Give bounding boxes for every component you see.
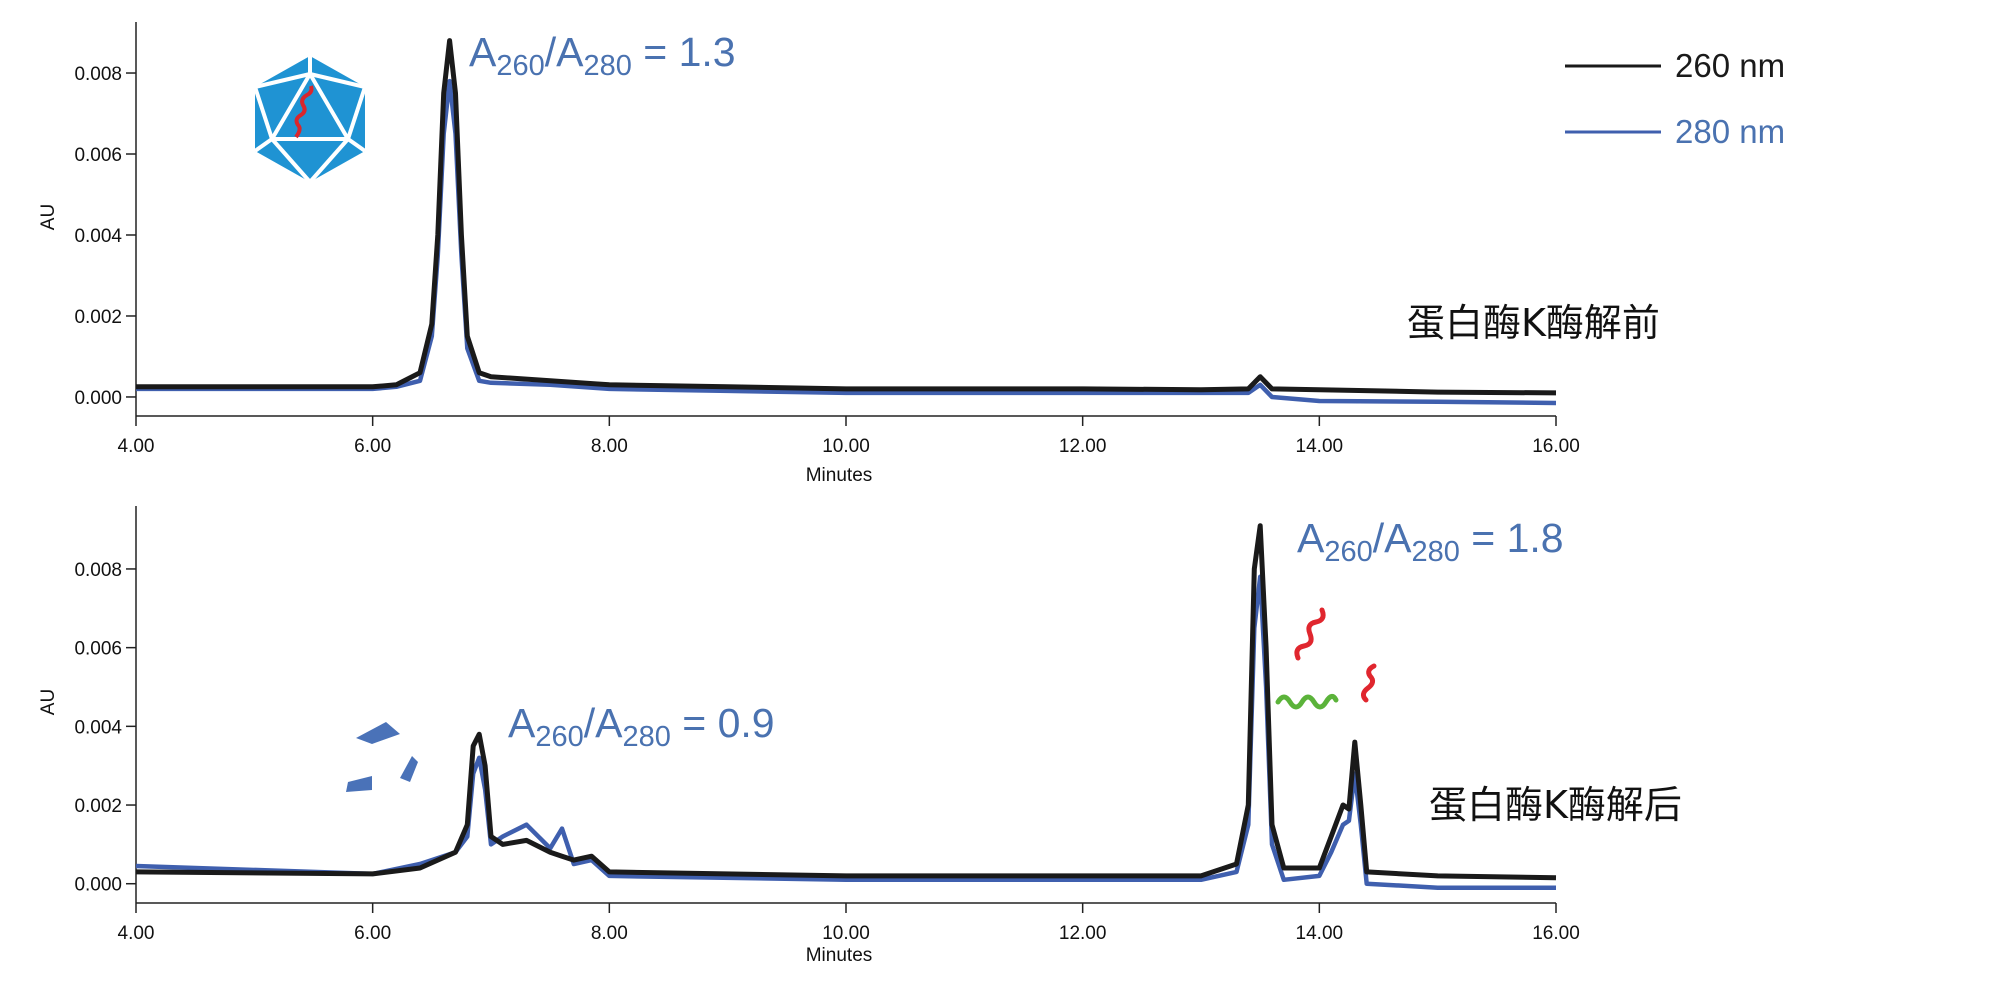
virus-icon bbox=[253, 56, 367, 184]
capsid-fragments bbox=[346, 722, 418, 792]
legend-label: 280 nm bbox=[1675, 113, 1785, 150]
ratio-part: 280 bbox=[584, 50, 632, 82]
y-axis-label: AU bbox=[38, 689, 59, 715]
ratio-part: A bbox=[1297, 515, 1325, 561]
x-tick-label: 8.00 bbox=[591, 923, 628, 944]
y-tick-label: 0.004 bbox=[74, 226, 122, 247]
ratio-part: 260 bbox=[496, 50, 544, 82]
x-tick-label: 4.00 bbox=[118, 923, 155, 944]
y-tick-label: 0.000 bbox=[74, 388, 122, 409]
chart: 0.000 0.002 0.004 0.006 0.008 4.00 6.00 8.00 10.… bbox=[74, 22, 1785, 457]
note: 蛋白酶K酶解后 bbox=[1429, 783, 1682, 827]
ratio-annotation: A260/A280 = 0.9 bbox=[508, 700, 775, 753]
y-tick-label: 0.006 bbox=[74, 145, 122, 166]
ratio-annotation: A260/A280 = 1.8 bbox=[1297, 515, 1564, 568]
legend-label: 260 nm bbox=[1675, 47, 1785, 84]
x-axis-label: Minutes bbox=[806, 465, 873, 486]
note: 蛋白酶K酶解前 bbox=[1407, 301, 1660, 345]
y-tick-label: 0.004 bbox=[74, 717, 122, 738]
x-tick-label: 12.00 bbox=[1059, 923, 1107, 944]
ratio-part: /A bbox=[584, 700, 623, 746]
ratio-part: 280 bbox=[1412, 536, 1460, 568]
data-line bbox=[135, 523, 1557, 881]
x-tick-label: 6.00 bbox=[354, 436, 391, 457]
ratio-part: /A bbox=[545, 29, 584, 75]
ratio-annotation: A260/A280 = 1.3 bbox=[469, 29, 736, 82]
ratio-part: A bbox=[469, 29, 497, 75]
ratio-part: A bbox=[508, 700, 536, 746]
x-tick-label: 14.00 bbox=[1296, 923, 1344, 944]
y-tick-label: 0.008 bbox=[74, 64, 122, 85]
y-tick-label: 0.002 bbox=[74, 307, 122, 328]
x-tick-label: 12.00 bbox=[1059, 436, 1107, 457]
y-tick-label: 0.008 bbox=[74, 560, 122, 581]
ratio-part: = 1.8 bbox=[1460, 515, 1564, 561]
chart: 0.000 0.002 0.004 0.006 0.008 4.00 6.00 8.00 10.… bbox=[74, 506, 1580, 944]
y-tick-label: 0.006 bbox=[74, 639, 122, 660]
ratio-part: 260 bbox=[535, 721, 583, 753]
ratio-part: 280 bbox=[623, 721, 671, 753]
x-tick-label: 16.00 bbox=[1532, 436, 1580, 457]
data-line bbox=[135, 574, 1556, 890]
x-axis-label: Minutes bbox=[806, 945, 873, 966]
x-tick-label: 14.00 bbox=[1296, 436, 1344, 457]
x-tick-label: 10.00 bbox=[822, 436, 870, 457]
y-tick-label: 0.000 bbox=[74, 875, 122, 896]
ratio-part: = 0.9 bbox=[671, 700, 775, 746]
x-tick-label: 16.00 bbox=[1532, 923, 1580, 944]
x-tick-label: 8.00 bbox=[591, 436, 628, 457]
x-tick-label: 10.00 bbox=[822, 923, 870, 944]
rna-fragments bbox=[1275, 607, 1377, 710]
data-line bbox=[136, 38, 1557, 396]
ratio-part: = 1.3 bbox=[632, 29, 736, 75]
x-tick-label: 4.00 bbox=[118, 436, 155, 457]
y-axis-label: AU bbox=[38, 204, 59, 230]
x-tick-label: 6.00 bbox=[354, 923, 391, 944]
ratio-part: 260 bbox=[1324, 536, 1372, 568]
y-tick-label: 0.002 bbox=[74, 796, 122, 817]
ratio-part: /A bbox=[1373, 515, 1412, 561]
